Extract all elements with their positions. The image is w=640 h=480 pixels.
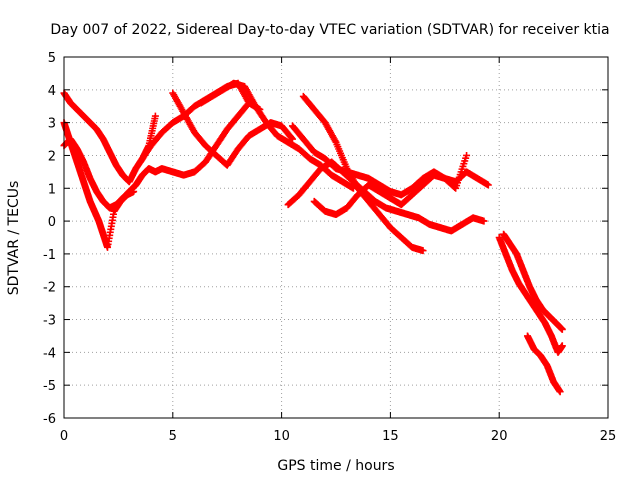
y-tick-label: -2: [43, 281, 56, 296]
x-tick-label: 5: [169, 429, 177, 444]
y-tick-label: 3: [48, 117, 56, 132]
chart-title: Day 007 of 2022, Sidereal Day-to-day VTE…: [50, 22, 609, 38]
series-arc-3: [60, 99, 264, 212]
y-tick-label: -1: [43, 248, 56, 263]
data-points: [60, 79, 566, 396]
x-axis-label: GPS time / hours: [277, 458, 394, 474]
x-tick-label: 25: [600, 429, 617, 444]
x-tick-label: 20: [491, 429, 508, 444]
y-tick-label: 1: [48, 182, 56, 197]
data-point: [558, 342, 566, 350]
data-point: [480, 217, 488, 225]
y-tick-label: -3: [43, 314, 56, 329]
x-tick-label: 15: [382, 429, 399, 444]
y-axis-label: SDTVAR / TECUs: [6, 181, 22, 296]
data-point: [463, 151, 471, 159]
y-tick-label: -4: [43, 346, 56, 361]
y-tick-label: 2: [48, 149, 56, 164]
data-point: [556, 388, 564, 396]
series-arc-13: [523, 332, 564, 396]
grid: [64, 57, 608, 418]
x-tick-label: 10: [273, 429, 290, 444]
data-point-interp: [288, 134, 296, 142]
plot-border: [63, 56, 609, 419]
data-point: [151, 112, 159, 120]
series-arc-6: [197, 79, 357, 192]
series-arc-12: [500, 230, 566, 333]
series-arc-11: [495, 234, 566, 356]
y-tick-label: -5: [43, 379, 56, 394]
data-point: [484, 181, 492, 189]
series-arc-1: [60, 89, 159, 186]
y-tick-label: 5: [48, 51, 56, 66]
data-point: [558, 325, 566, 333]
x-tick-label: 0: [60, 429, 68, 444]
y-tick-label: 4: [48, 84, 56, 99]
axis-ticks: 0 5 10 15 20 25 -6 -5 -4 -3 -2 -1 0 1 2 3 4 5: [43, 51, 616, 444]
data-point: [419, 247, 427, 255]
series-arc-5: [169, 89, 296, 169]
y-tick-label: 0: [48, 215, 56, 230]
y-tick-label: -6: [43, 412, 56, 427]
series-arc-10: [288, 122, 471, 199]
